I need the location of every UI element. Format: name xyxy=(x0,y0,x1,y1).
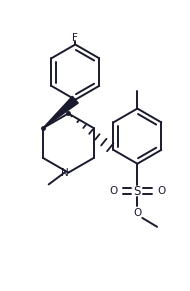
Text: F: F xyxy=(72,33,78,42)
Text: O: O xyxy=(133,208,142,218)
Polygon shape xyxy=(43,96,78,128)
Text: S: S xyxy=(134,185,141,198)
Text: N: N xyxy=(61,168,68,178)
Text: O: O xyxy=(110,186,118,196)
Text: O: O xyxy=(157,186,165,196)
